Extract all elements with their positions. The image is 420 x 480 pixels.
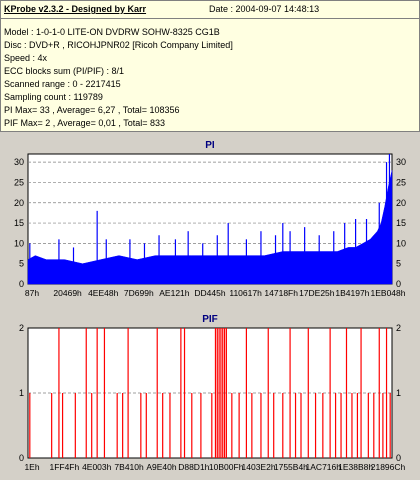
x-tick-label: 4EE48h bbox=[88, 288, 119, 298]
y-tick-label-right: 0 bbox=[396, 453, 401, 463]
x-tick-label: DD445h bbox=[194, 288, 225, 298]
x-tick-label: 20469h bbox=[53, 288, 82, 298]
y-tick-label-left: 20 bbox=[14, 198, 24, 208]
x-tick-label: 1E38B8h bbox=[338, 462, 373, 472]
chart-title: PI bbox=[205, 140, 215, 151]
y-tick-label-right: 2 bbox=[396, 323, 401, 333]
x-tick-label: 14718Fh bbox=[264, 288, 298, 298]
info-pi-stats: PI Max= 33 , Average= 6,27 , Total= 1083… bbox=[4, 105, 180, 115]
info-speed: Speed : 4x bbox=[4, 53, 48, 63]
x-tick-label: 110617h bbox=[229, 288, 262, 298]
x-tick-label: 17DE25h bbox=[299, 288, 335, 298]
chart-title: PIF bbox=[202, 314, 218, 325]
pi-area-series bbox=[27, 170, 393, 285]
y-tick-label-left: 5 bbox=[19, 259, 24, 269]
info-divider bbox=[1, 18, 419, 19]
x-tick-label: 4E003h bbox=[82, 462, 112, 472]
y-tick-label-right: 30 bbox=[396, 157, 406, 167]
x-tick-label: 1755B4h bbox=[274, 462, 308, 472]
y-tick-label-left: 30 bbox=[14, 157, 24, 167]
info-disc: Disc : DVD+R , RICOHJPNR02 [Ricoh Compan… bbox=[4, 40, 233, 50]
x-tick-label: 7D699h bbox=[124, 288, 154, 298]
x-tick-label: 1B4197h bbox=[335, 288, 369, 298]
y-tick-label-left: 25 bbox=[14, 177, 24, 187]
info-scanned-range: Scanned range : 0 - 2217415 bbox=[4, 79, 121, 89]
y-tick-label-left: 0 bbox=[19, 279, 24, 289]
scan-date: Date : 2004-09-07 14:48:13 bbox=[209, 4, 320, 14]
info-panel: KProbe v2.3.2 - Designed by Karr Date : … bbox=[0, 0, 420, 132]
x-tick-label: AE121h bbox=[159, 288, 190, 298]
y-tick-label-right: 25 bbox=[396, 177, 406, 187]
info-pif-stats: PIF Max= 2 , Average= 0,01 , Total= 833 bbox=[4, 118, 166, 128]
x-tick-label: 1AC716h bbox=[306, 462, 342, 472]
y-tick-label-right: 5 bbox=[396, 259, 401, 269]
y-tick-label-right: 20 bbox=[396, 198, 406, 208]
y-tick-label-right: 1 bbox=[396, 388, 401, 398]
y-tick-label-left: 10 bbox=[14, 238, 24, 248]
info-ecc-blocks: ECC blocks sum (PI/PIF) : 8/1 bbox=[4, 66, 125, 76]
info-sampling-count: Sampling count : 119789 bbox=[4, 92, 103, 102]
pif-chart: PIF 0 0 1 1 2 2 1Eh 1FF4Fh 4E003h 7B410h A9E40h D88D… bbox=[0, 308, 420, 478]
y-tick-label-right: 10 bbox=[396, 238, 406, 248]
x-tick-label: D88D1h bbox=[178, 462, 209, 472]
y-tick-label-right: 15 bbox=[396, 218, 406, 228]
info-model: Model : 1-0-1-0 LITE-ON DVDRW SOHW-8325 … bbox=[4, 27, 220, 37]
y-tick-label-right: 0 bbox=[396, 279, 401, 289]
x-tick-label: 1FF4Fh bbox=[49, 462, 79, 472]
x-tick-label: 21896Ch bbox=[371, 462, 406, 472]
x-tick-label: 87h bbox=[25, 288, 39, 298]
pi-chart: PI 0 0 5 5 10 10 15 15 20 20 25 25 30 30 87h 20469h 4EE48… bbox=[0, 134, 420, 304]
x-tick-label: A9E40h bbox=[146, 462, 177, 472]
x-tick-label: 10B00Fh bbox=[209, 462, 244, 472]
x-tick-label: 1EB048h bbox=[371, 288, 406, 298]
x-tick-label: 7B410h bbox=[114, 462, 144, 472]
y-tick-label-left: 15 bbox=[14, 218, 24, 228]
x-tick-label: 1403E2h bbox=[242, 462, 276, 472]
x-tick-label: 1Eh bbox=[24, 462, 39, 472]
app-title: KProbe v2.3.2 - Designed by Karr bbox=[4, 4, 147, 14]
y-tick-label-left: 0 bbox=[19, 453, 24, 463]
y-tick-label-left: 1 bbox=[19, 388, 24, 398]
y-tick-label-left: 2 bbox=[19, 323, 24, 333]
